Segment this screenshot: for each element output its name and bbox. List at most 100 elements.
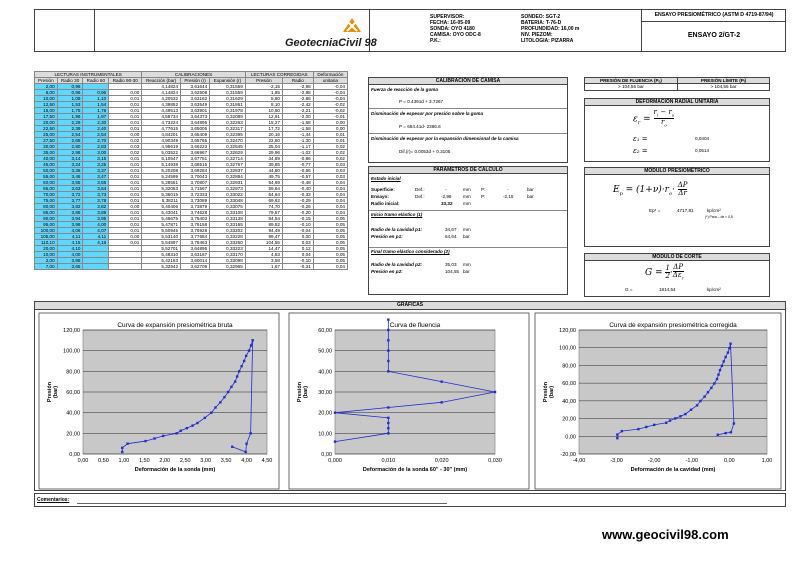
ensayo-def-label: Def.: (415, 194, 425, 199)
chart-title: Curva de expansión presiométrica bruta (117, 322, 233, 329)
x-tick-label: 4,00 (241, 458, 252, 464)
group-header: LECTURAS CORREGIDAS (244, 71, 314, 78)
g-unit: kp/cm² (707, 287, 721, 292)
ep-note: (*) Para – de = 0,5 (705, 215, 733, 219)
data-point (249, 344, 253, 347)
y-tick-label: 50,00 (318, 349, 332, 355)
calibracion-panel: CALIBRACIÓN DE CAMISA Fuerza de reacción… (368, 77, 568, 163)
data-point (387, 339, 390, 342)
header-sonda: SONDA: OYO 4180 (430, 26, 475, 32)
data-point (387, 328, 390, 332)
data-point (722, 360, 725, 363)
data-point (230, 385, 233, 389)
table-row: 80,00 3,82 3,82 0,00 5,40406 3,73879 0,33075 74… (34, 203, 349, 210)
epsilon2-label: ε₂ = (633, 147, 648, 155)
data-point (185, 426, 189, 430)
radio-p2-label: Radio de la cavidad p2: (371, 262, 423, 267)
data-point (203, 416, 207, 420)
table-cell: 3,65 (56, 263, 84, 270)
radio-p2-value: 35,03 (445, 262, 457, 267)
data-point (729, 431, 733, 434)
column-header: Radio 60 (82, 77, 110, 84)
x-axis-label: Deformación de la sonda 60" - 30" (mm) (363, 467, 467, 473)
y-tick-label: 40,00 (318, 369, 332, 375)
column-header: Radio 90-30 (108, 77, 143, 84)
presion-p2-label: Presión en p2: (371, 269, 403, 274)
data-point (724, 355, 727, 359)
header-col2: SONDEO: SGT-2 BATERIA: T-76-D PROFUNDIDA… (521, 14, 579, 44)
epsilon2-value: 0,0514 (695, 148, 710, 153)
y-tick-label: 40,00 (66, 411, 80, 417)
website-url[interactable]: www.geocivil98.com (602, 527, 729, 542)
header-col1: SUPERVISOR: FECHA: 16-05-09 SONDA: OYO 4… (430, 14, 481, 44)
presion-p1-unit: bar (463, 234, 470, 239)
radio-p2-unit: mm (463, 262, 471, 267)
data-point (699, 399, 702, 403)
table-row: 7,00 3,65 5,32942 3,62709 0,32965 1,67 -0,31 0,… (34, 263, 349, 270)
table-cell (108, 263, 143, 270)
data-point (689, 408, 693, 411)
data-point (237, 370, 241, 373)
x-tick-label: 0,010 (381, 458, 395, 464)
calibracion-formula1: P = 0.4391d + 3.7267 (399, 99, 444, 104)
table-row: 6,00 0,96 0,96 0,00 4,14824 3,62508 0,31559 1,8… (34, 89, 349, 96)
data-point (726, 351, 730, 354)
y-tick-label: 0,00 (565, 434, 576, 440)
data-point (706, 391, 710, 394)
data-point (717, 373, 720, 376)
data-point (244, 450, 247, 454)
ensayo-p-value: -2,15 (503, 194, 514, 199)
data-point (247, 349, 251, 352)
data-point (387, 359, 390, 363)
data-point (695, 404, 699, 407)
data-point (729, 342, 732, 345)
y-tick-label: 0,00 (321, 452, 332, 458)
x-tick-label: 2,50 (180, 458, 191, 464)
modulo-presiometrico-panel: MÓDULO PRESIOMÉTRICO Ep = (1+ν)·ro· ΔP Δr… (584, 167, 770, 247)
data-point (249, 432, 252, 435)
header-bateria: BATERIA: T-76-D (521, 20, 562, 26)
data-point (244, 354, 248, 358)
data-point (219, 401, 222, 404)
superficie-def-unit: mm (463, 187, 471, 192)
data-point (440, 380, 443, 383)
data-point (144, 439, 147, 443)
plot-area (578, 329, 768, 455)
table-row: 17,50 1,96 1,97 0,01 4,58734 3,64373 0,32089 12… (34, 113, 349, 120)
table-cell: 5,32942 (141, 263, 182, 270)
presion-p1-label: Presión en p1: (371, 234, 403, 239)
superficie-p-value: - (507, 187, 509, 192)
data-point (715, 377, 719, 381)
x-tick-label: -2,00 (648, 458, 661, 464)
column-header: Presión (34, 77, 58, 84)
radio-inicial-unit: mm (463, 201, 471, 206)
data-point (665, 421, 668, 424)
ep-unit: kp/cm² (707, 208, 721, 213)
x-tick-label: 0,020 (435, 458, 449, 464)
x-tick-label: 1,50 (139, 458, 150, 464)
epsilon1-value: 0,0404 (695, 136, 710, 141)
y-tick-label: 120,00 (63, 328, 80, 334)
test-title: ENSAYO PRESIOMÉTRICO (ASTM D 4719-87/94) (642, 10, 786, 22)
data-point (718, 368, 722, 372)
y-tick-label: 20,00 (562, 417, 576, 423)
table-cell: 1,67 (244, 263, 283, 270)
comentarios-label: Comentarios: (37, 497, 70, 503)
data-point (710, 386, 713, 390)
data-point (616, 433, 619, 436)
calibracion-formula2: P = 654.41d- 2366.6 (399, 124, 441, 129)
y-tick-label: 80,00 (562, 363, 576, 369)
presion-fluencia-value: > 104,55 bar (585, 84, 678, 90)
y-tick-label: 20,00 (318, 411, 332, 417)
y-axis-unit: (bar) (53, 386, 59, 398)
lecturas-group-header-row: LECTURAS INSTRUMENTALES CALIBRACIONES LE… (33, 71, 349, 78)
data-point (251, 339, 254, 342)
x-tick-label: 0,50 (98, 458, 109, 464)
data-point (121, 446, 124, 449)
data-point (161, 434, 165, 438)
presion-p2-value: 104,55 (445, 269, 460, 274)
charts-canvas: Curva de expansión presiométrica bruta 0,… (38, 312, 782, 490)
superficie-p-unit: bar (527, 187, 534, 192)
superficie-p-label: P: (481, 187, 486, 192)
x-tick-label: 1,00 (762, 458, 773, 464)
